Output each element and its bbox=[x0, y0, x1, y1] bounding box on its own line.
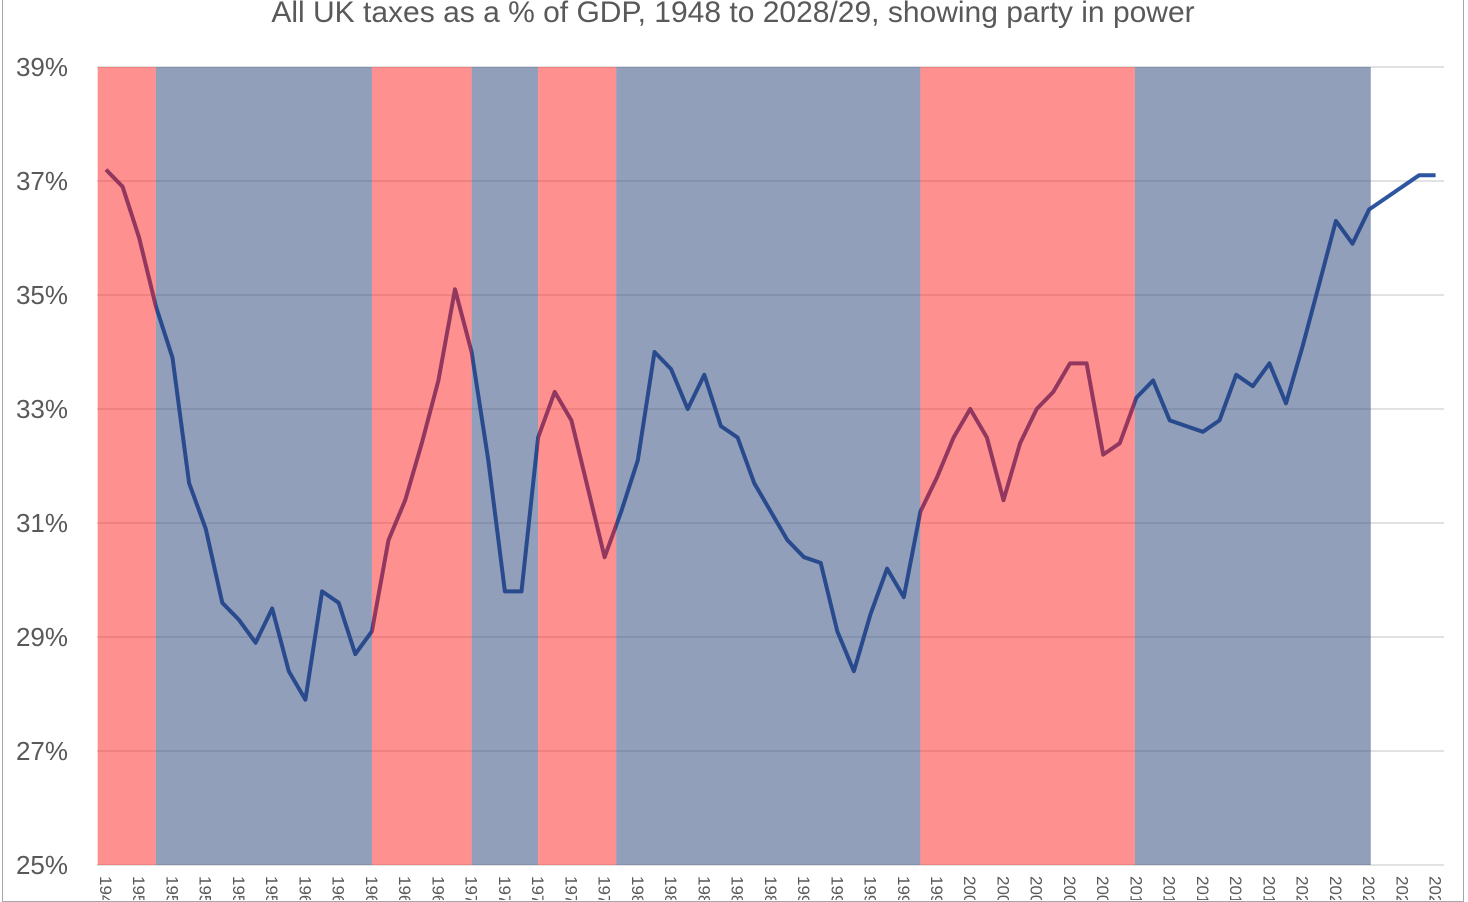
x-axis: 1948 1950 1952 1954 1956 1958 1960 1962 1964 1966… bbox=[96, 876, 1445, 900]
x-tick-label: 2016 bbox=[1226, 876, 1245, 900]
x-tick-label: 2020 bbox=[1293, 876, 1312, 900]
x-tick-label: 1970 bbox=[462, 876, 481, 900]
x-tick-label: 1978 bbox=[595, 876, 614, 900]
x-tick-label: 2008 bbox=[1093, 876, 1112, 900]
x-tick-label: 1982 bbox=[661, 876, 680, 900]
x-tick-label: 1950 bbox=[129, 876, 148, 900]
y-tick-label: 37% bbox=[16, 166, 68, 196]
x-tick-label: 1964 bbox=[362, 876, 381, 900]
x-tick-label: 1986 bbox=[728, 876, 747, 900]
y-tick-label: 39% bbox=[16, 52, 68, 82]
x-tick-label: 1980 bbox=[628, 876, 647, 900]
x-tick-label: 2026 bbox=[1392, 876, 1411, 900]
x-tick-label: 1974 bbox=[528, 876, 547, 900]
x-tick-label: 1984 bbox=[694, 876, 713, 900]
band-red bbox=[98, 67, 156, 865]
x-tick-label: 1948 bbox=[96, 876, 115, 900]
x-tick-label: 1998 bbox=[927, 876, 946, 900]
x-tick-label: 2024 bbox=[1359, 876, 1378, 900]
x-tick-label: 1966 bbox=[395, 876, 414, 900]
x-tick-label: 1954 bbox=[196, 876, 215, 900]
x-tick-label: 1952 bbox=[162, 876, 181, 900]
x-tick-label: 1990 bbox=[794, 876, 813, 900]
y-tick-label: 33% bbox=[16, 394, 68, 424]
x-tick-label: 2002 bbox=[993, 876, 1012, 900]
x-tick-label: 1992 bbox=[827, 876, 846, 900]
x-tick-label: 2014 bbox=[1193, 876, 1212, 900]
x-tick-label: 1968 bbox=[428, 876, 447, 900]
x-tick-label: 2010 bbox=[1126, 876, 1145, 900]
band-blue bbox=[1135, 67, 1371, 865]
x-tick-label: 1956 bbox=[229, 876, 248, 900]
x-tick-label: 2012 bbox=[1160, 876, 1179, 900]
band-blue bbox=[616, 67, 920, 865]
chart-title: All UK taxes as a % of GDP, 1948 to 2028… bbox=[271, 0, 1194, 29]
band-blue bbox=[472, 67, 538, 865]
x-tick-label: 1976 bbox=[561, 876, 580, 900]
x-tick-label: 1994 bbox=[861, 876, 880, 900]
x-tick-label: 1962 bbox=[329, 876, 348, 900]
x-tick-label: 1958 bbox=[262, 876, 281, 900]
y-tick-label: 25% bbox=[16, 850, 68, 880]
x-tick-label: 1972 bbox=[495, 876, 514, 900]
x-tick-label: 2028 bbox=[1426, 876, 1445, 900]
x-tick-label: 2004 bbox=[1027, 876, 1046, 900]
x-tick-label: 2022 bbox=[1326, 876, 1345, 900]
band-red bbox=[538, 67, 616, 865]
x-tick-label: 1960 bbox=[295, 876, 314, 900]
y-tick-label: 27% bbox=[16, 736, 68, 766]
party-bands bbox=[98, 67, 1371, 865]
y-tick-label: 31% bbox=[16, 508, 68, 538]
band-blue bbox=[156, 67, 372, 865]
x-tick-label: 1988 bbox=[761, 876, 780, 900]
x-tick-label: 2006 bbox=[1060, 876, 1079, 900]
band-red bbox=[920, 67, 1134, 865]
x-tick-label: 2018 bbox=[1259, 876, 1278, 900]
y-tick-label: 29% bbox=[16, 622, 68, 652]
band-red bbox=[372, 67, 472, 865]
x-tick-label: 1996 bbox=[894, 876, 913, 900]
y-axis: 25% 27% 29% 31% 33% 35% 37% 39% bbox=[16, 52, 68, 880]
y-tick-label: 35% bbox=[16, 280, 68, 310]
x-tick-label: 2000 bbox=[960, 876, 979, 900]
